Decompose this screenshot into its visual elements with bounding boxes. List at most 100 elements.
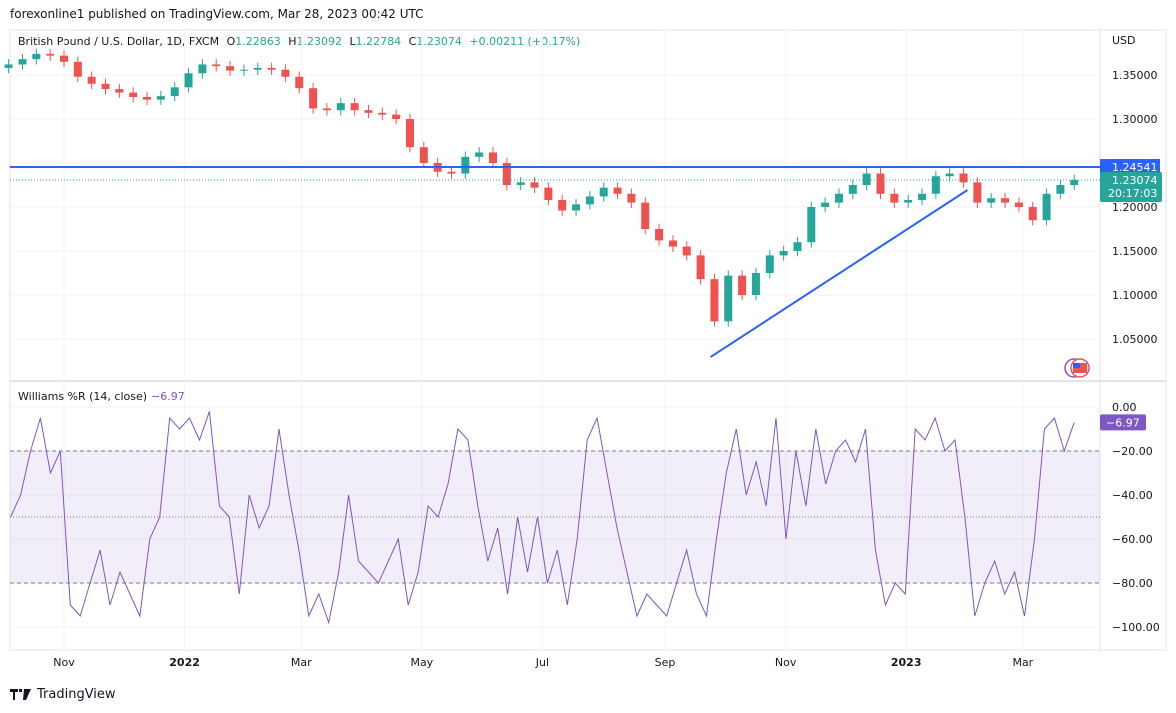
candle[interactable] <box>987 198 996 203</box>
candle[interactable] <box>281 69 290 77</box>
tradingview-logo-icon <box>10 688 31 700</box>
candle[interactable] <box>46 53 55 56</box>
candle[interactable] <box>226 66 235 71</box>
high-value: H1.23092 <box>288 35 343 48</box>
price-tick-label: 1.20000 <box>1112 201 1158 214</box>
candle[interactable] <box>696 255 705 280</box>
candle[interactable] <box>807 207 816 243</box>
candle[interactable] <box>724 275 733 322</box>
candle[interactable] <box>945 173 954 177</box>
candle[interactable] <box>599 187 608 197</box>
trend-line[interactable] <box>709 189 969 358</box>
candle[interactable] <box>530 182 539 188</box>
candle[interactable] <box>115 89 124 93</box>
candle[interactable] <box>1070 179 1079 185</box>
candle[interactable] <box>1014 202 1023 207</box>
candle[interactable] <box>668 240 677 247</box>
candle[interactable] <box>779 251 788 256</box>
candle[interactable] <box>309 88 318 109</box>
candle[interactable] <box>32 53 41 60</box>
candle[interactable] <box>336 103 345 111</box>
candle[interactable] <box>1028 207 1037 221</box>
candle[interactable] <box>60 55 68 62</box>
tradingview-logo[interactable]: TradingView <box>10 687 116 702</box>
candle[interactable] <box>516 182 525 185</box>
candle[interactable] <box>489 152 498 163</box>
wr-tick-label: −60.00 <box>1112 533 1153 546</box>
candle[interactable] <box>738 275 747 295</box>
candle[interactable] <box>959 173 968 183</box>
candle[interactable] <box>558 199 567 211</box>
candle[interactable] <box>405 119 414 148</box>
candle[interactable] <box>918 193 927 200</box>
candle[interactable] <box>350 103 359 111</box>
candle[interactable] <box>87 76 96 84</box>
candle[interactable] <box>198 64 207 74</box>
candle[interactable] <box>765 255 774 273</box>
candle[interactable] <box>973 182 982 203</box>
candle[interactable] <box>170 87 179 97</box>
candle[interactable] <box>572 204 581 211</box>
brand-name: TradingView <box>37 687 116 702</box>
candle[interactable] <box>821 202 830 207</box>
symbol-name[interactable]: British Pound / U.S. Dollar, 1D, FXCM <box>18 35 220 48</box>
candle[interactable] <box>378 112 387 115</box>
candle[interactable] <box>682 246 691 256</box>
candle[interactable] <box>295 76 304 89</box>
wr-last-label: −6.97 <box>1106 416 1140 429</box>
candle[interactable] <box>641 202 650 229</box>
candle[interactable] <box>129 92 138 97</box>
candle[interactable] <box>239 69 248 71</box>
wr-line[interactable] <box>10 411 1075 625</box>
candle[interactable] <box>904 199 913 203</box>
price-tick-label: 1.05000 <box>1112 333 1158 346</box>
candle[interactable] <box>143 97 152 100</box>
candle[interactable] <box>1001 198 1010 203</box>
candle[interactable] <box>876 173 885 194</box>
candle[interactable] <box>156 96 165 100</box>
candle[interactable] <box>73 61 82 77</box>
open-value: O1.22863 <box>226 35 281 48</box>
candle[interactable] <box>502 163 511 185</box>
candle[interactable] <box>447 171 456 174</box>
candle[interactable] <box>848 185 857 194</box>
candle[interactable] <box>890 193 899 203</box>
candle[interactable] <box>793 242 802 251</box>
time-tick-label: 2022 <box>169 656 200 669</box>
candle[interactable] <box>931 176 940 194</box>
candle[interactable] <box>419 147 428 163</box>
candle[interactable] <box>1042 193 1051 221</box>
candle[interactable] <box>834 193 843 203</box>
candle[interactable] <box>585 196 594 205</box>
price-tick-label: 1.10000 <box>1112 289 1158 302</box>
candle[interactable] <box>364 110 373 113</box>
candle[interactable] <box>322 108 331 111</box>
indicator-legend[interactable]: Williams %R (14, close) −6.97 <box>18 390 185 403</box>
candle[interactable] <box>475 152 484 157</box>
wr-last-label-bg <box>1100 414 1146 431</box>
time-tick-label: Mar <box>291 656 312 669</box>
candle[interactable] <box>751 273 760 295</box>
candle[interactable] <box>101 83 110 90</box>
candle[interactable] <box>862 173 871 185</box>
candle[interactable] <box>18 59 27 65</box>
candle[interactable] <box>461 156 470 174</box>
time-tick-label: Sep <box>655 656 676 669</box>
candle[interactable] <box>253 67 262 70</box>
candle[interactable] <box>212 64 221 67</box>
last-price-label-bg <box>1100 171 1162 202</box>
candle[interactable] <box>1056 185 1065 194</box>
candle[interactable] <box>544 187 553 200</box>
candle[interactable] <box>655 229 664 241</box>
candle[interactable] <box>710 279 719 322</box>
price-tick-label: 1.30000 <box>1112 113 1158 126</box>
candle[interactable] <box>627 193 636 203</box>
candle[interactable] <box>4 64 13 68</box>
candle[interactable] <box>267 67 276 70</box>
candle[interactable] <box>613 187 622 194</box>
price-tick-label: 1.35000 <box>1112 69 1158 82</box>
wr-tick-label: −100.00 <box>1112 621 1160 634</box>
candle[interactable] <box>184 73 193 88</box>
candle[interactable] <box>392 114 401 119</box>
